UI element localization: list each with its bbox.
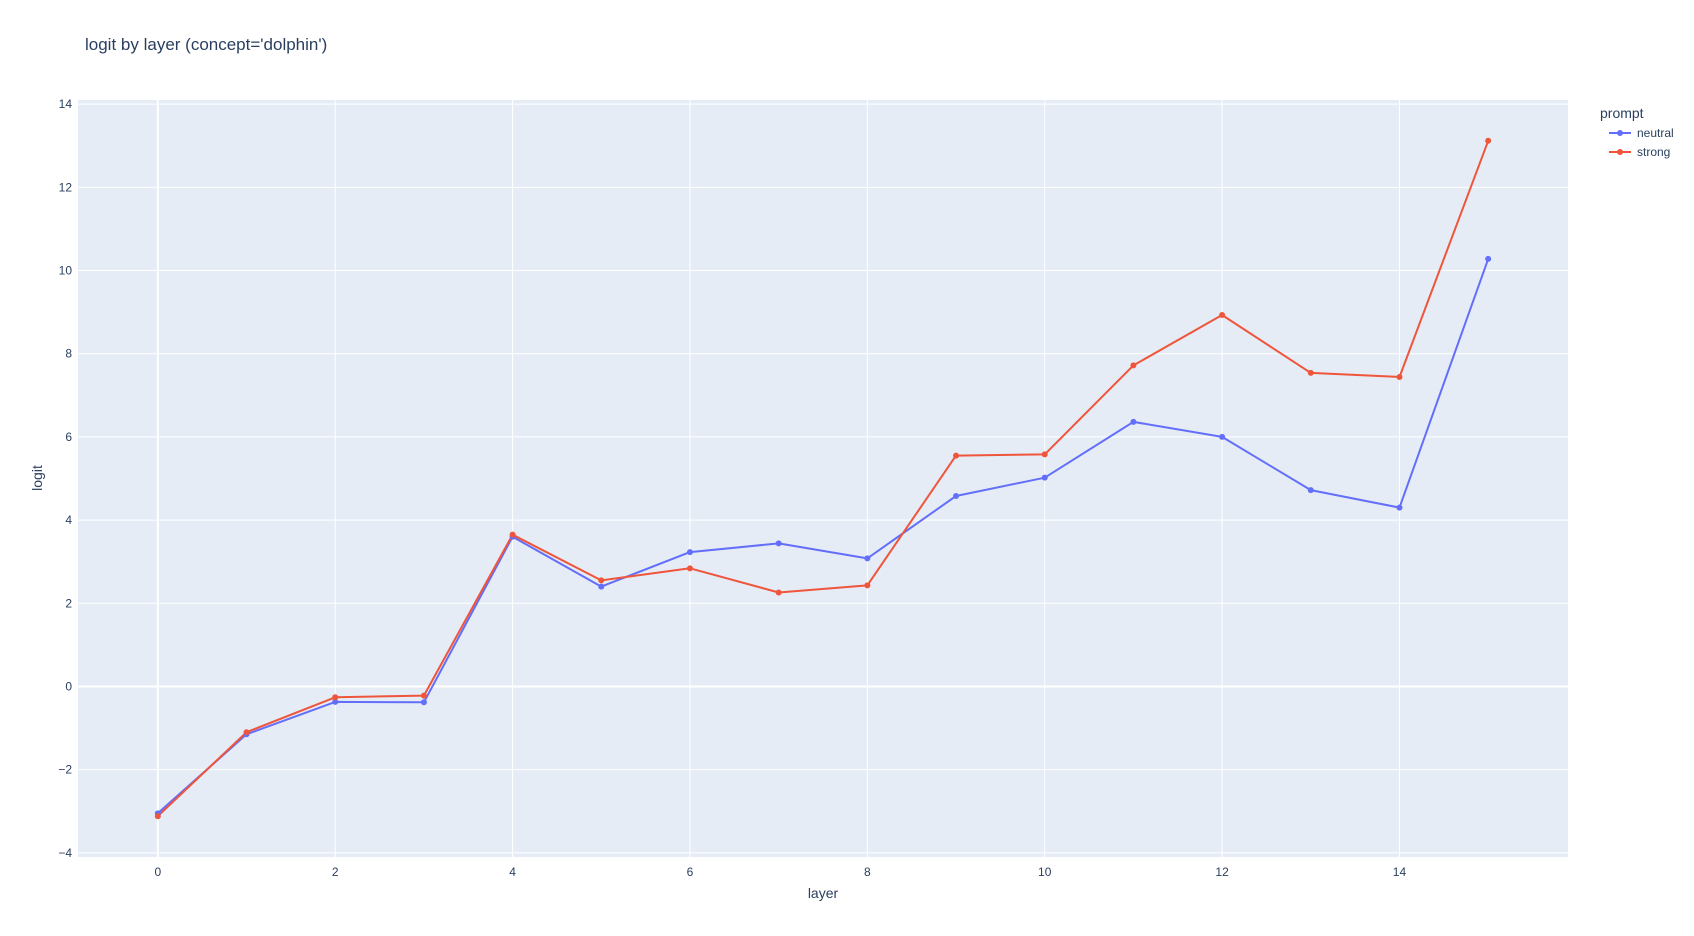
data-point-strong	[1307, 369, 1314, 376]
data-point-neutral	[775, 540, 782, 547]
data-point-strong	[243, 729, 250, 736]
data-point-strong	[1219, 312, 1226, 319]
data-point-strong	[154, 813, 161, 820]
plot-area	[78, 100, 1568, 857]
data-point-strong	[1041, 451, 1048, 458]
legend-swatch-marker	[1617, 149, 1623, 155]
x-tick-label: 8	[864, 865, 871, 879]
legend-item-label: strong	[1637, 145, 1670, 159]
x-axis-title: layer	[808, 885, 839, 901]
data-point-strong	[775, 589, 782, 596]
y-tick-label: 6	[65, 430, 72, 444]
data-point-neutral	[1307, 487, 1314, 494]
x-tick-label: 2	[332, 865, 339, 879]
x-tick-label: 4	[509, 865, 516, 879]
y-tick-label: 8	[65, 347, 72, 361]
y-tick-labels: −4 −2 0 2 4 6 8 10 12 14	[58, 97, 72, 860]
data-point-neutral	[1485, 255, 1492, 262]
series-line-neutral	[157, 258, 1490, 815]
x-tick-label: 12	[1215, 865, 1229, 879]
legend-swatch-marker	[1617, 130, 1623, 136]
data-point-strong	[509, 531, 516, 538]
series-line-strong	[157, 140, 1490, 817]
series-lines	[157, 140, 1490, 817]
x-tick-label: 14	[1393, 865, 1407, 879]
x-tick-label: 6	[687, 865, 694, 879]
data-point-strong	[1130, 362, 1137, 369]
data-point-neutral	[864, 555, 871, 562]
legend: prompt neutral strong	[1600, 105, 1674, 159]
data-point-neutral	[1396, 504, 1403, 511]
data-point-strong	[953, 452, 960, 459]
x-tick-label: 10	[1038, 865, 1052, 879]
y-tick-label: 2	[65, 596, 72, 610]
y-tick-label: 0	[65, 679, 72, 693]
y-tick-label: −4	[58, 846, 72, 860]
data-point-strong	[420, 692, 427, 699]
data-point-neutral	[332, 698, 339, 705]
y-tick-label: 10	[59, 264, 73, 278]
data-point-neutral	[953, 492, 960, 499]
y-tick-label: 12	[59, 180, 73, 194]
data-point-strong	[332, 694, 339, 701]
x-tick-label: 0	[154, 865, 161, 879]
data-point-neutral	[1219, 433, 1226, 440]
y-tick-label: −2	[58, 763, 72, 777]
series-points	[154, 137, 1492, 820]
legend-title: prompt	[1600, 105, 1644, 121]
data-point-strong	[1485, 137, 1492, 144]
data-point-strong	[1396, 374, 1403, 381]
data-point-strong	[598, 577, 605, 584]
data-point-neutral	[420, 699, 427, 706]
x-tick-labels: 0 2 4 6 8 10 12 14	[154, 865, 1406, 879]
gridlines	[78, 100, 1568, 857]
data-point-strong	[686, 565, 693, 572]
data-point-neutral	[1041, 474, 1048, 481]
y-axis-title: logit	[29, 465, 45, 491]
data-point-neutral	[598, 583, 605, 590]
y-tick-label: 4	[65, 513, 72, 527]
data-point-neutral	[1130, 418, 1137, 425]
data-point-strong	[864, 582, 871, 589]
data-point-neutral	[686, 549, 693, 556]
legend-item-label: neutral	[1637, 126, 1674, 140]
y-tick-label: 14	[59, 97, 73, 111]
chart-title: logit by layer (concept='dolphin')	[85, 35, 327, 54]
